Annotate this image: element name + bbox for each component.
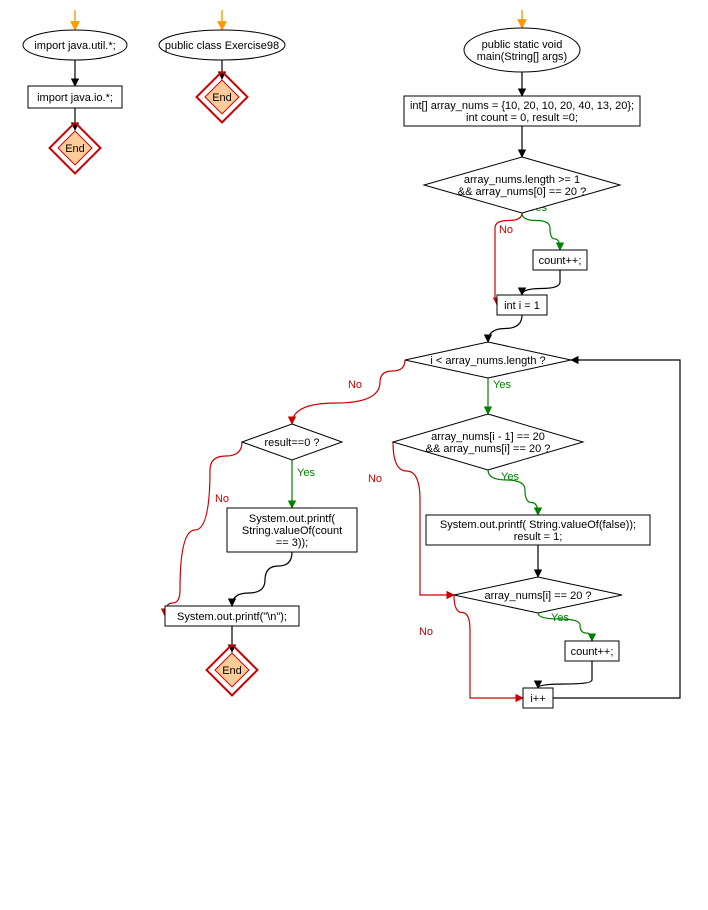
edge-label: Yes (493, 379, 511, 391)
node-label: main(String[] args) (477, 51, 567, 63)
node-label: import java.io.*; (37, 92, 113, 104)
node-label: int i = 1 (504, 300, 540, 312)
edge-label: No (368, 473, 382, 485)
node-label: array_nums[i - 1] == 20 (431, 431, 545, 443)
node-inti: int i = 1 (497, 295, 547, 315)
node-cond3: array_nums[i] == 20 ? (454, 577, 622, 613)
node-label: == 3)); (276, 537, 308, 549)
node-label: String.valueOf(count (242, 525, 342, 537)
node-cond1: array_nums.length >= 1&& array_nums[0] =… (424, 157, 620, 213)
node-label: int count = 0, result =0; (466, 112, 578, 124)
node-end2: End (197, 72, 248, 123)
end-label: End (65, 143, 85, 155)
node-label: i < array_nums.length ? (430, 355, 545, 367)
edge (292, 360, 405, 424)
node-label: result = 1; (514, 531, 563, 543)
edge (232, 552, 292, 606)
node-label: System.out.printf( String.valueOf(false)… (440, 519, 636, 531)
node-res0: result==0 ? (242, 424, 342, 460)
node-label: array_nums.length >= 1 (464, 174, 580, 186)
node-ipp: i++ (523, 688, 553, 708)
node-label: public class Exercise98 (165, 40, 279, 52)
node-end3: End (207, 645, 258, 696)
edge (488, 315, 522, 342)
edge-label: No (419, 626, 433, 638)
end-label: End (222, 665, 242, 677)
edge-label: Yes (551, 612, 569, 624)
node-label: System.out.printf("\n"); (177, 611, 287, 623)
node-printn: System.out.printf("\n"); (165, 606, 299, 626)
node-cond2: array_nums[i - 1] == 20&& array_nums[i] … (393, 414, 583, 470)
edge-label: No (348, 379, 362, 391)
node-label: && array_nums[i] == 20 ? (426, 443, 551, 455)
node-imp2: import java.io.*; (28, 86, 122, 108)
node-loop: i < array_nums.length ? (405, 342, 571, 378)
node-label: count++; (539, 255, 582, 267)
edge-label: Yes (297, 467, 315, 479)
node-imp1: import java.util.*; (23, 30, 127, 60)
node-cls: public class Exercise98 (159, 30, 285, 60)
node-main: public static voidmain(String[] args) (464, 28, 580, 72)
node-label: i++ (530, 693, 545, 705)
node-label: public static void (482, 39, 563, 51)
node-label: count++; (571, 646, 614, 658)
node-end1: End (50, 123, 101, 174)
edge (522, 213, 560, 250)
edge-label: No (499, 224, 513, 236)
edge (538, 661, 592, 688)
node-label: import java.util.*; (34, 40, 115, 52)
node-countpp1: count++; (533, 250, 587, 270)
node-label: System.out.printf( (249, 513, 336, 525)
node-label: result==0 ? (264, 437, 319, 449)
node-label: array_nums[i] == 20 ? (484, 590, 591, 602)
node-countpp2: count++; (565, 641, 619, 661)
end-label: End (212, 92, 232, 104)
node-printfalse: System.out.printf( String.valueOf(false)… (426, 515, 650, 545)
edge-label: No (215, 493, 229, 505)
edge-label: Yes (501, 471, 519, 483)
node-label: int[] array_nums = {10, 20, 10, 20, 40, … (410, 100, 634, 112)
node-init: int[] array_nums = {10, 20, 10, 20, 40, … (404, 96, 640, 126)
edge (522, 270, 560, 295)
node-print1: System.out.printf(String.valueOf(count==… (227, 508, 357, 552)
edge (454, 595, 523, 698)
node-label: && array_nums[0] == 20 ? (458, 186, 586, 198)
